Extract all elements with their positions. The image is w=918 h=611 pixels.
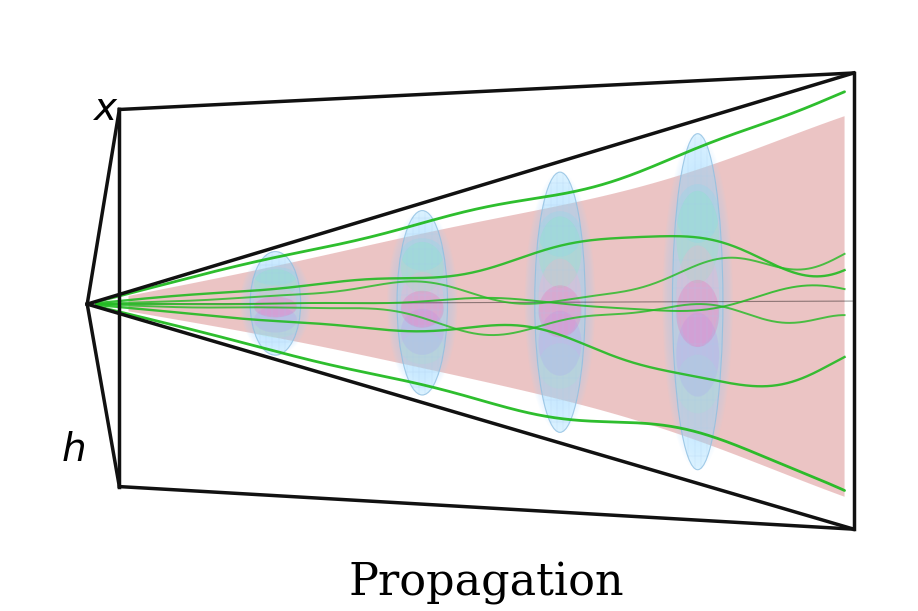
Ellipse shape	[539, 285, 581, 337]
Ellipse shape	[250, 252, 301, 355]
Ellipse shape	[539, 311, 581, 376]
Ellipse shape	[539, 216, 581, 288]
Ellipse shape	[254, 296, 297, 317]
Ellipse shape	[254, 320, 297, 338]
Ellipse shape	[241, 252, 310, 355]
Ellipse shape	[677, 184, 719, 243]
Ellipse shape	[254, 269, 297, 298]
Ellipse shape	[534, 172, 586, 433]
Polygon shape	[129, 116, 845, 497]
Ellipse shape	[401, 291, 443, 327]
Ellipse shape	[539, 258, 581, 337]
Ellipse shape	[677, 191, 719, 284]
Ellipse shape	[677, 313, 719, 397]
Ellipse shape	[397, 211, 448, 395]
Ellipse shape	[677, 354, 719, 414]
Ellipse shape	[539, 211, 581, 257]
Text: $x$: $x$	[93, 91, 118, 128]
Text: $h$: $h$	[62, 431, 85, 469]
Ellipse shape	[401, 238, 443, 271]
Ellipse shape	[663, 134, 733, 470]
Ellipse shape	[387, 211, 458, 395]
Ellipse shape	[401, 242, 443, 293]
Ellipse shape	[401, 332, 443, 364]
Ellipse shape	[539, 343, 581, 389]
Ellipse shape	[254, 267, 297, 285]
Ellipse shape	[254, 286, 297, 317]
Ellipse shape	[677, 280, 719, 347]
Ellipse shape	[672, 134, 723, 470]
Ellipse shape	[401, 272, 443, 327]
Text: Propagation: Propagation	[349, 562, 624, 606]
Ellipse shape	[525, 172, 595, 433]
Ellipse shape	[677, 246, 719, 346]
Ellipse shape	[254, 307, 297, 332]
Ellipse shape	[401, 309, 443, 355]
